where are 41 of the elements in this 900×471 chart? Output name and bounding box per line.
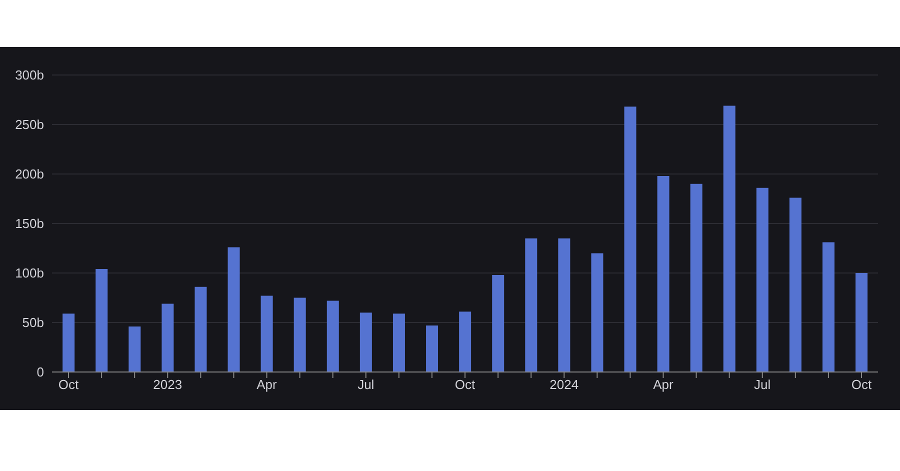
bar <box>62 314 75 372</box>
x-tick-label: Oct <box>851 377 872 392</box>
bar <box>657 176 670 372</box>
bar <box>96 269 108 372</box>
bar <box>426 325 438 372</box>
bar <box>624 106 636 372</box>
bar <box>690 184 702 372</box>
bar <box>789 198 802 372</box>
x-tick-label: Oct <box>454 377 476 392</box>
bar <box>392 314 405 372</box>
bar <box>723 106 736 372</box>
bar <box>756 188 768 372</box>
bar <box>591 253 604 372</box>
bar <box>459 312 472 372</box>
y-tick-label: 50b <box>22 315 44 330</box>
bar <box>558 238 570 372</box>
y-tick-label: 250b <box>15 117 44 132</box>
y-tick-label: 300b <box>15 68 44 83</box>
y-tick-label: 0 <box>36 364 44 380</box>
bar <box>260 296 273 372</box>
bar <box>128 326 141 372</box>
x-tick-label: 2024 <box>550 377 579 392</box>
bar <box>360 312 372 372</box>
bar <box>326 300 339 372</box>
bar <box>492 274 504 372</box>
y-tick-label: 150b <box>15 216 44 232</box>
bar <box>856 273 868 372</box>
bar <box>194 286 207 372</box>
x-tick-label: Oct <box>58 377 80 392</box>
x-tick-label: Apr <box>256 377 278 392</box>
bar <box>228 247 240 372</box>
y-tick-label: 100b <box>15 266 44 281</box>
x-tick-label: Jul <box>754 377 771 392</box>
bar <box>525 238 538 372</box>
x-tick-label: Apr <box>653 377 674 392</box>
bar <box>162 304 174 372</box>
bar <box>822 242 834 372</box>
bar <box>294 298 306 372</box>
x-tick-label: 2023 <box>153 377 182 392</box>
x-tick-label: Jul <box>358 377 374 392</box>
y-tick-label: 200b <box>15 166 44 182</box>
